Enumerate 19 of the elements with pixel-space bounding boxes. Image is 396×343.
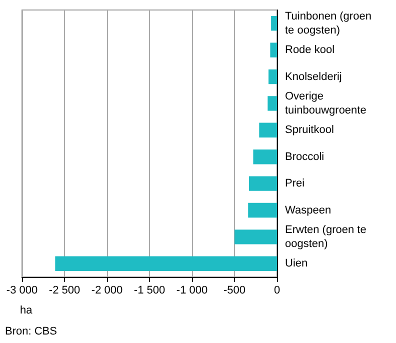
y-tick-label: Erwten (groen te oogsten): [285, 224, 370, 250]
x-tick-label: -1 000: [176, 284, 208, 296]
x-tick-label: -1 500: [134, 284, 166, 296]
y-tick-label: Rode kool: [285, 44, 335, 56]
x-axis-title: ha: [20, 304, 34, 316]
y-tick-label: Uien: [285, 258, 308, 270]
x-tick-label: -3 000: [6, 284, 38, 296]
x-tick-label: -500: [223, 284, 246, 296]
y-tick-label: Broccoli: [285, 150, 324, 163]
y-tick-label: Tuinbonen (groen te oogsten): [285, 10, 374, 36]
y-tick-label: Prei: [285, 178, 305, 190]
y-tick-label: Waspeen: [285, 204, 332, 216]
y-tick-label: Spruitkool: [285, 124, 334, 136]
x-tick-label: -2 000: [91, 284, 123, 296]
y-tick-label: Overige tuinbouwgroente: [285, 90, 366, 116]
y-tick-label: Knolselderij: [285, 70, 342, 83]
x-tick-label: -2 500: [48, 284, 80, 296]
text: Bron: CBS: [5, 326, 57, 338]
x-tick-label: 0: [274, 284, 280, 296]
